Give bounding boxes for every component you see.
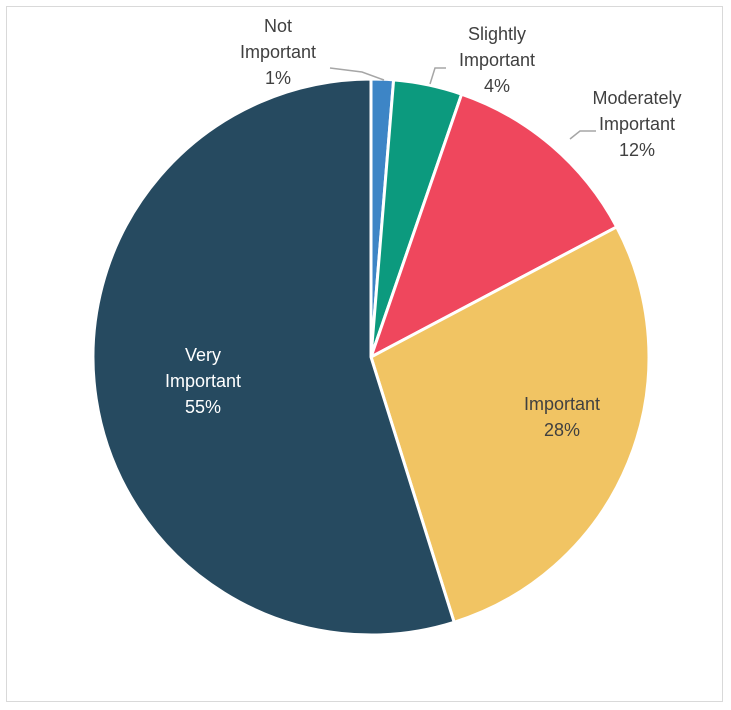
data-label-slightly-important: Slightly Important 4% — [459, 24, 535, 96]
pie-slice-very-important — [91, 77, 456, 637]
data-label-very-important: Very Important 55% — [165, 345, 241, 417]
pie-slice-moderately-important — [369, 92, 619, 359]
data-label-not-important: Not Important 1% — [240, 16, 316, 88]
pie-slice-important — [369, 225, 651, 624]
leader-line — [429, 67, 446, 85]
leader-line — [569, 130, 596, 140]
leader-line — [329, 67, 385, 81]
data-label-important: Important 28% — [524, 394, 600, 440]
data-label-moderately-important: Moderately Important 12% — [592, 88, 681, 160]
